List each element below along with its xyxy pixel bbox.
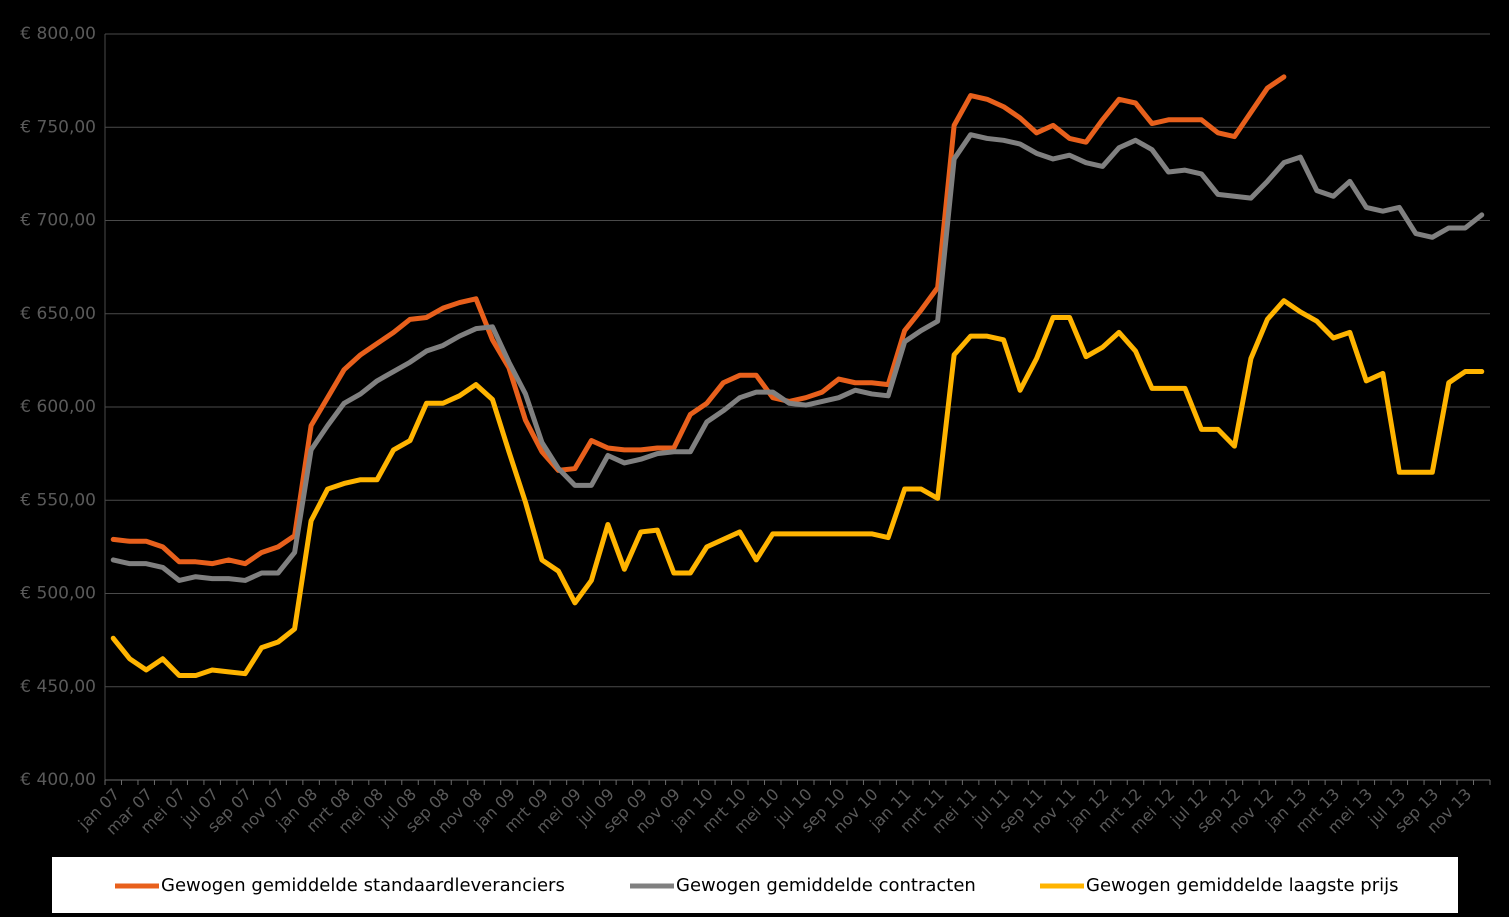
y-tick-label: € 500,00 (20, 584, 96, 604)
line-series (110, 74, 1287, 567)
line-series (110, 298, 1485, 679)
y-tick-label: € 650,00 (20, 304, 96, 324)
y-tick-label: € 400,00 (20, 770, 96, 790)
y-tick-label: € 750,00 (20, 117, 96, 137)
y-tick-label: € 700,00 (20, 211, 96, 231)
line-series (110, 132, 1485, 583)
legend-label: Gewogen gemiddelde laagste prijs (1086, 875, 1399, 896)
legend-label: Gewogen gemiddelde standaardleveranciers (161, 875, 565, 896)
legend-label: Gewogen gemiddelde contracten (676, 875, 976, 896)
y-tick-label: € 550,00 (20, 490, 96, 510)
y-tick-label: € 800,00 (20, 24, 96, 44)
y-tick-label: € 600,00 (20, 397, 96, 417)
y-tick-label: € 450,00 (20, 677, 96, 697)
legend-box (52, 857, 1458, 913)
